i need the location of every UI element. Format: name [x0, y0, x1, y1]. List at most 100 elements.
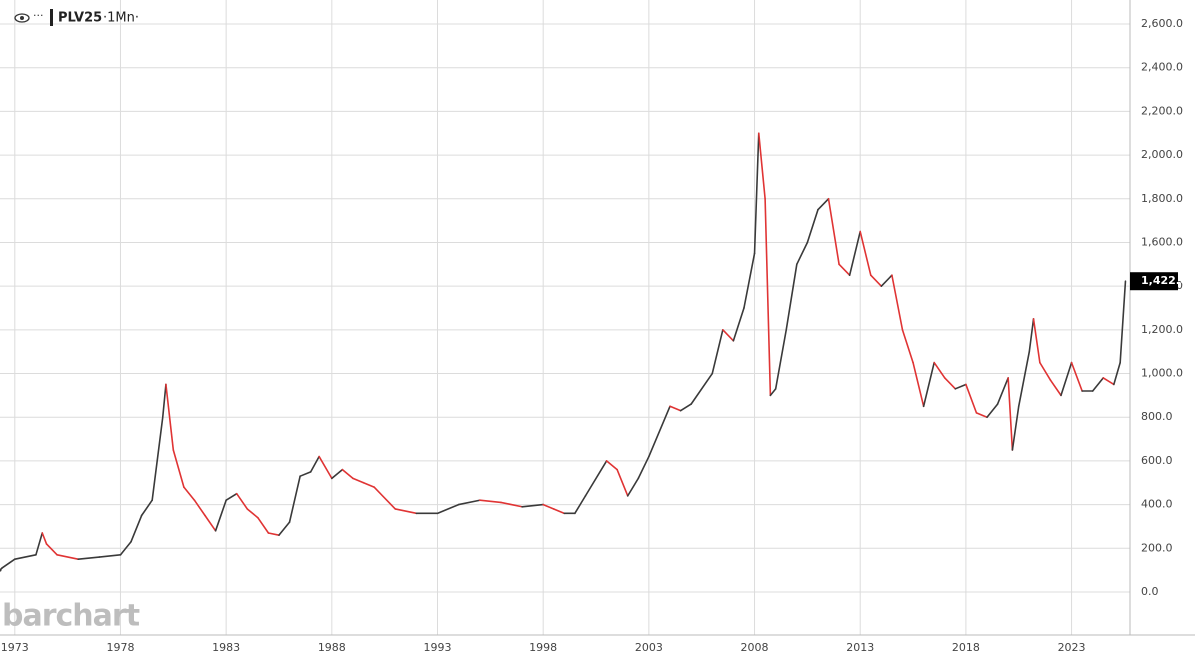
price-segment: [257, 516, 270, 534]
price-segment: [648, 405, 671, 458]
price-segment: [225, 492, 238, 502]
price-segment: [478, 499, 502, 504]
price-segment: [1049, 379, 1062, 397]
price-segment: [246, 508, 259, 519]
price-segment: [722, 329, 735, 342]
watermark: barchart: [2, 599, 140, 634]
price-segment: [848, 230, 862, 277]
price-segment: [267, 532, 280, 536]
price-segment: [165, 383, 175, 451]
price-segment: [806, 208, 819, 244]
price-segment: [35, 532, 44, 556]
current-price-label: 1,422.6: [1141, 274, 1188, 287]
price-segment: [77, 556, 101, 561]
price-segment: [869, 274, 883, 287]
price-segment: [1060, 361, 1073, 397]
price-segment: [214, 499, 227, 532]
price-segment: [56, 554, 80, 561]
price-segment: [954, 383, 967, 390]
current-price-box: [1130, 272, 1178, 291]
x-tick-label: 2018: [952, 641, 980, 654]
price-segment: [838, 263, 851, 277]
price-segment: [1070, 361, 1083, 392]
price-segment: [880, 274, 893, 287]
price-segment: [1028, 318, 1035, 353]
y-tick-label: 1,200.0: [1141, 323, 1183, 336]
y-tick-label: 200.0: [1141, 541, 1173, 554]
price-segment: [891, 274, 904, 331]
eye-pupil: [20, 16, 24, 20]
price-segment: [764, 197, 772, 397]
price-segment: [922, 361, 935, 408]
header: ··· PLV25 ·1Mn·: [14, 9, 139, 26]
y-tick-label: 400.0: [1141, 498, 1173, 511]
x-tick-label: 1998: [529, 641, 557, 654]
y-tick-label: 2,600.0: [1141, 17, 1183, 30]
y-tick-label: 2,200.0: [1141, 104, 1183, 117]
price-segment: [341, 468, 354, 480]
eye-icon[interactable]: [14, 13, 30, 23]
x-tick-label: 2013: [846, 641, 874, 654]
price-segment: [975, 412, 988, 419]
price-segment: [161, 383, 167, 419]
price-segment: [827, 197, 840, 266]
price-segment: [183, 486, 196, 502]
price-segment: [757, 132, 766, 200]
x-tick-label: 1988: [318, 641, 346, 654]
x-tick-label: 1973: [1, 641, 29, 654]
price-segment: [1091, 377, 1105, 392]
price-segment: [41, 532, 48, 545]
price-segment: [130, 514, 143, 543]
price-segment: [362, 481, 375, 488]
price-segment: [394, 508, 418, 515]
price-segment: [774, 329, 788, 390]
price-segment: [690, 372, 714, 405]
menu-dots[interactable]: ···: [33, 9, 44, 22]
x-tick-label: 1993: [424, 641, 452, 654]
price-segment: [785, 263, 798, 331]
plot: [0, 132, 1127, 572]
price-segment: [318, 455, 333, 480]
price-segment: [732, 307, 745, 342]
price-segment: [13, 554, 37, 561]
price-segment: [912, 361, 925, 408]
price-segment: [1102, 377, 1115, 386]
price-segment: [1032, 318, 1041, 364]
price-segment: [98, 554, 122, 558]
price-segment: [1113, 361, 1121, 386]
price-segment: [457, 499, 481, 506]
x-tick-label: 1983: [212, 641, 240, 654]
price-segment: [542, 503, 555, 510]
price-segment: [753, 132, 760, 255]
series-swatch: [50, 9, 53, 26]
price-segment: [1007, 377, 1014, 451]
price-segment: [1011, 405, 1020, 451]
price-segment: [309, 455, 320, 473]
price-segment: [859, 230, 872, 277]
price-segment: [552, 508, 566, 515]
price-segment: [769, 388, 777, 397]
price-segment: [1119, 280, 1127, 364]
y-tick-label: 800.0: [1141, 410, 1173, 423]
price-segment: [299, 471, 312, 477]
y-tick-label: 1,800.0: [1141, 192, 1183, 205]
y-tick-label: 1,000.0: [1141, 367, 1183, 380]
price-segment: [278, 521, 291, 536]
price-segment: [626, 477, 640, 497]
x-tick-label: 1978: [106, 641, 134, 654]
x-tick-label: 2003: [635, 641, 663, 654]
interval: ·1Mn·: [103, 11, 139, 26]
price-segment: [331, 468, 344, 480]
price-segment: [711, 329, 724, 375]
price-segment: [901, 329, 914, 364]
price-segment: [288, 475, 301, 523]
x-tick-label: 2008: [741, 641, 769, 654]
y-tick-label: 1,600.0: [1141, 235, 1183, 248]
price-segment: [986, 403, 999, 419]
price-segment: [743, 252, 756, 309]
price-segment: [996, 377, 1009, 405]
symbol: PLV25: [58, 11, 102, 26]
price-segment: [669, 405, 682, 412]
y-tick-label: 600.0: [1141, 454, 1173, 467]
